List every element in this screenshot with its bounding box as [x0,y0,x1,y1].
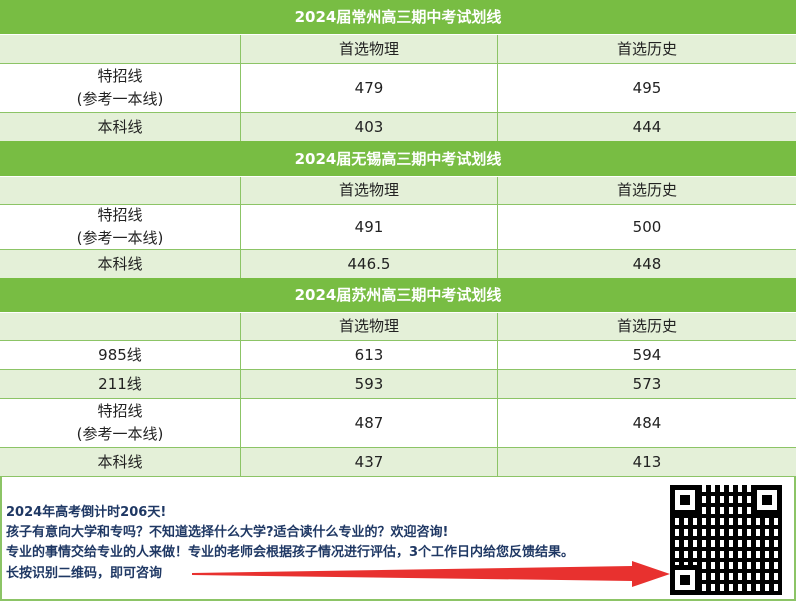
physics-value: 403 [241,113,498,141]
row-label: 本科线 [0,113,241,141]
service-text: 专业的事情交给专业的人来做！专业的老师会根据孩子情况进行评估，3个工作日内给您反… [6,545,575,560]
table-row: 特招线 (参考一本线) 479 495 [0,64,796,113]
history-value: 413 [632,452,662,471]
header-physics: 首选物理 [241,35,498,63]
header-history: 首选历史 [616,39,677,58]
qr-code-image[interactable] [670,485,782,595]
history-value: 448 [632,254,662,273]
header-row: 首选物理 首选历史 [0,35,796,64]
table-row: 特招线 (参考一本线) 491 500 [0,205,796,250]
header-physics: 首选物理 [241,313,498,340]
table-title: 2024届无锡高三期中考试划线 [0,141,796,177]
header-history: 首选历史 [616,317,677,335]
table-row: 本科线 437 413 [0,448,796,476]
physics-value: 479 [241,64,498,112]
header-cell-empty [0,35,241,63]
label-sub: (参考一本线) [76,229,164,247]
physics-value: 487 [241,399,498,447]
scan-prompt-text: 长按识别二维码，即可咨询 [6,566,163,581]
row-label: 本科线 [0,448,241,476]
header-cell-empty [0,177,241,204]
header-row: 首选物理 首选历史 [0,177,796,205]
qr-finder-icon [670,565,700,595]
changzhou-table: 2024届常州高三期中考试划线 首选物理 首选历史 特招线 (参考一本线) 479… [0,0,796,141]
row-label: 特招线 (参考一本线) [0,205,241,249]
label-sub: (参考一本线) [76,90,164,108]
table-title: 2024届常州高三期中考试划线 [0,0,796,35]
row-label: 特招线 (参考一本线) [0,399,241,447]
history-value: 594 [632,345,662,364]
row-label: 本科线 [0,250,241,278]
consult-banner: 2024年高考倒计时206天! 孩子有意向大学和专吗？不知道选择什么大学?适合读… [0,476,796,601]
table-row: 211线 593 573 [0,370,796,399]
header-row: 首选物理 首选历史 [0,313,796,341]
physics-value: 491 [241,205,498,249]
wuxi-table: 2024届无锡高三期中考试划线 首选物理 首选历史 特招线 (参考一本线) 491… [0,141,796,278]
header-history: 首选历史 [616,181,677,199]
history-value: 495 [632,78,662,97]
suzhou-table: 2024届苏州高三期中考试划线 首选物理 首选历史 985线 613 594 2… [0,278,796,476]
table-title: 2024届苏州高三期中考试划线 [0,278,796,313]
physics-value: 613 [241,341,498,369]
label-text: 特招线 [97,206,143,224]
physics-value: 593 [241,370,498,398]
row-label: 211线 [0,370,241,398]
table-row: 985线 613 594 [0,341,796,370]
countdown-text: 2024年高考倒计时206天! [6,505,167,520]
physics-value: 437 [241,448,498,476]
qr-finder-icon [752,485,782,515]
consult-question-text: 孩子有意向大学和专吗？不知道选择什么大学?适合读什么专业的？欢迎咨询! [6,525,449,540]
qr-finder-icon [670,485,700,515]
table-row: 本科线 446.5 448 [0,250,796,278]
history-value: 573 [632,374,662,393]
row-label: 特招线 (参考一本线) [0,64,241,112]
history-value: 484 [632,413,662,432]
row-label: 985线 [0,341,241,369]
history-value: 500 [632,217,662,236]
label-text: 特招线 [97,67,143,85]
arrow-icon [192,561,670,587]
physics-value: 446.5 [241,250,498,278]
label-sub: (参考一本线) [76,425,164,443]
label-text: 特招线 [97,402,143,420]
table-row: 本科线 403 444 [0,113,796,141]
table-row: 特招线 (参考一本线) 487 484 [0,399,796,448]
history-value: 444 [632,117,662,136]
header-physics: 首选物理 [241,177,498,204]
header-cell-empty [0,313,241,340]
